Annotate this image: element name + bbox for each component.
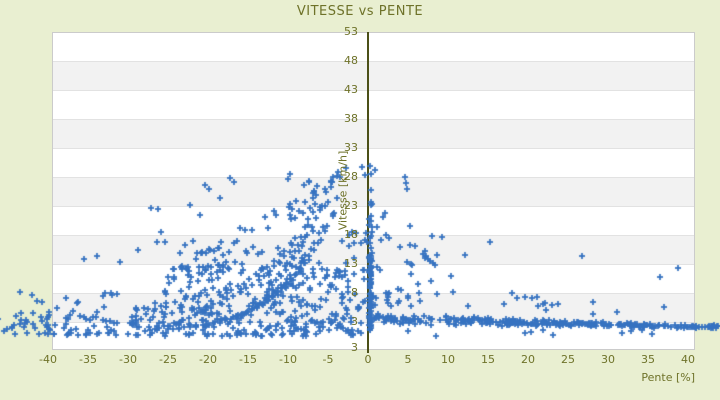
x-axis-title: Pente [%] <box>641 371 695 384</box>
x-tick-label: 35 <box>641 353 655 366</box>
y-tick-label: 3 <box>351 315 358 328</box>
x-tick-label: 30 <box>601 353 615 366</box>
y-tick-label: 23 <box>344 199 358 212</box>
x-tick-label: -5 <box>322 353 334 366</box>
x-tick-label: -20 <box>199 353 217 366</box>
x-tick-label: -35 <box>79 353 97 366</box>
y-tick-label: 18 <box>344 228 358 241</box>
y-tick-label: 38 <box>344 112 358 125</box>
x-tick-label: -10 <box>279 353 297 366</box>
y-tick-label: 28 <box>344 170 358 183</box>
x-tick-label: 20 <box>521 353 535 366</box>
y-tick-label: 48 <box>344 54 358 67</box>
x-tick-label: 5 <box>404 353 412 366</box>
x-tick-label: -30 <box>119 353 137 366</box>
y-tick-label: 43 <box>344 83 358 96</box>
x-tick-label: 0 <box>364 353 372 366</box>
x-tick-label: 10 <box>441 353 455 366</box>
y-tick-label: 33 <box>344 141 358 154</box>
x-tick-label: -40 <box>39 353 57 366</box>
y-tick-label: 13 <box>344 257 358 270</box>
x-tick-label: -15 <box>239 353 257 366</box>
y-axis-title: Vitesse [km/h] <box>336 150 350 231</box>
x-tick-label: -25 <box>159 353 177 366</box>
y-tick-label: 8 <box>351 286 358 299</box>
y-axis-bottom-label: 3 <box>351 341 358 354</box>
x-tick-label: 25 <box>561 353 575 366</box>
y-tick-label: 53 <box>344 25 358 38</box>
x-tick-label: 40 <box>681 353 695 366</box>
x-tick-label: 15 <box>481 353 495 366</box>
